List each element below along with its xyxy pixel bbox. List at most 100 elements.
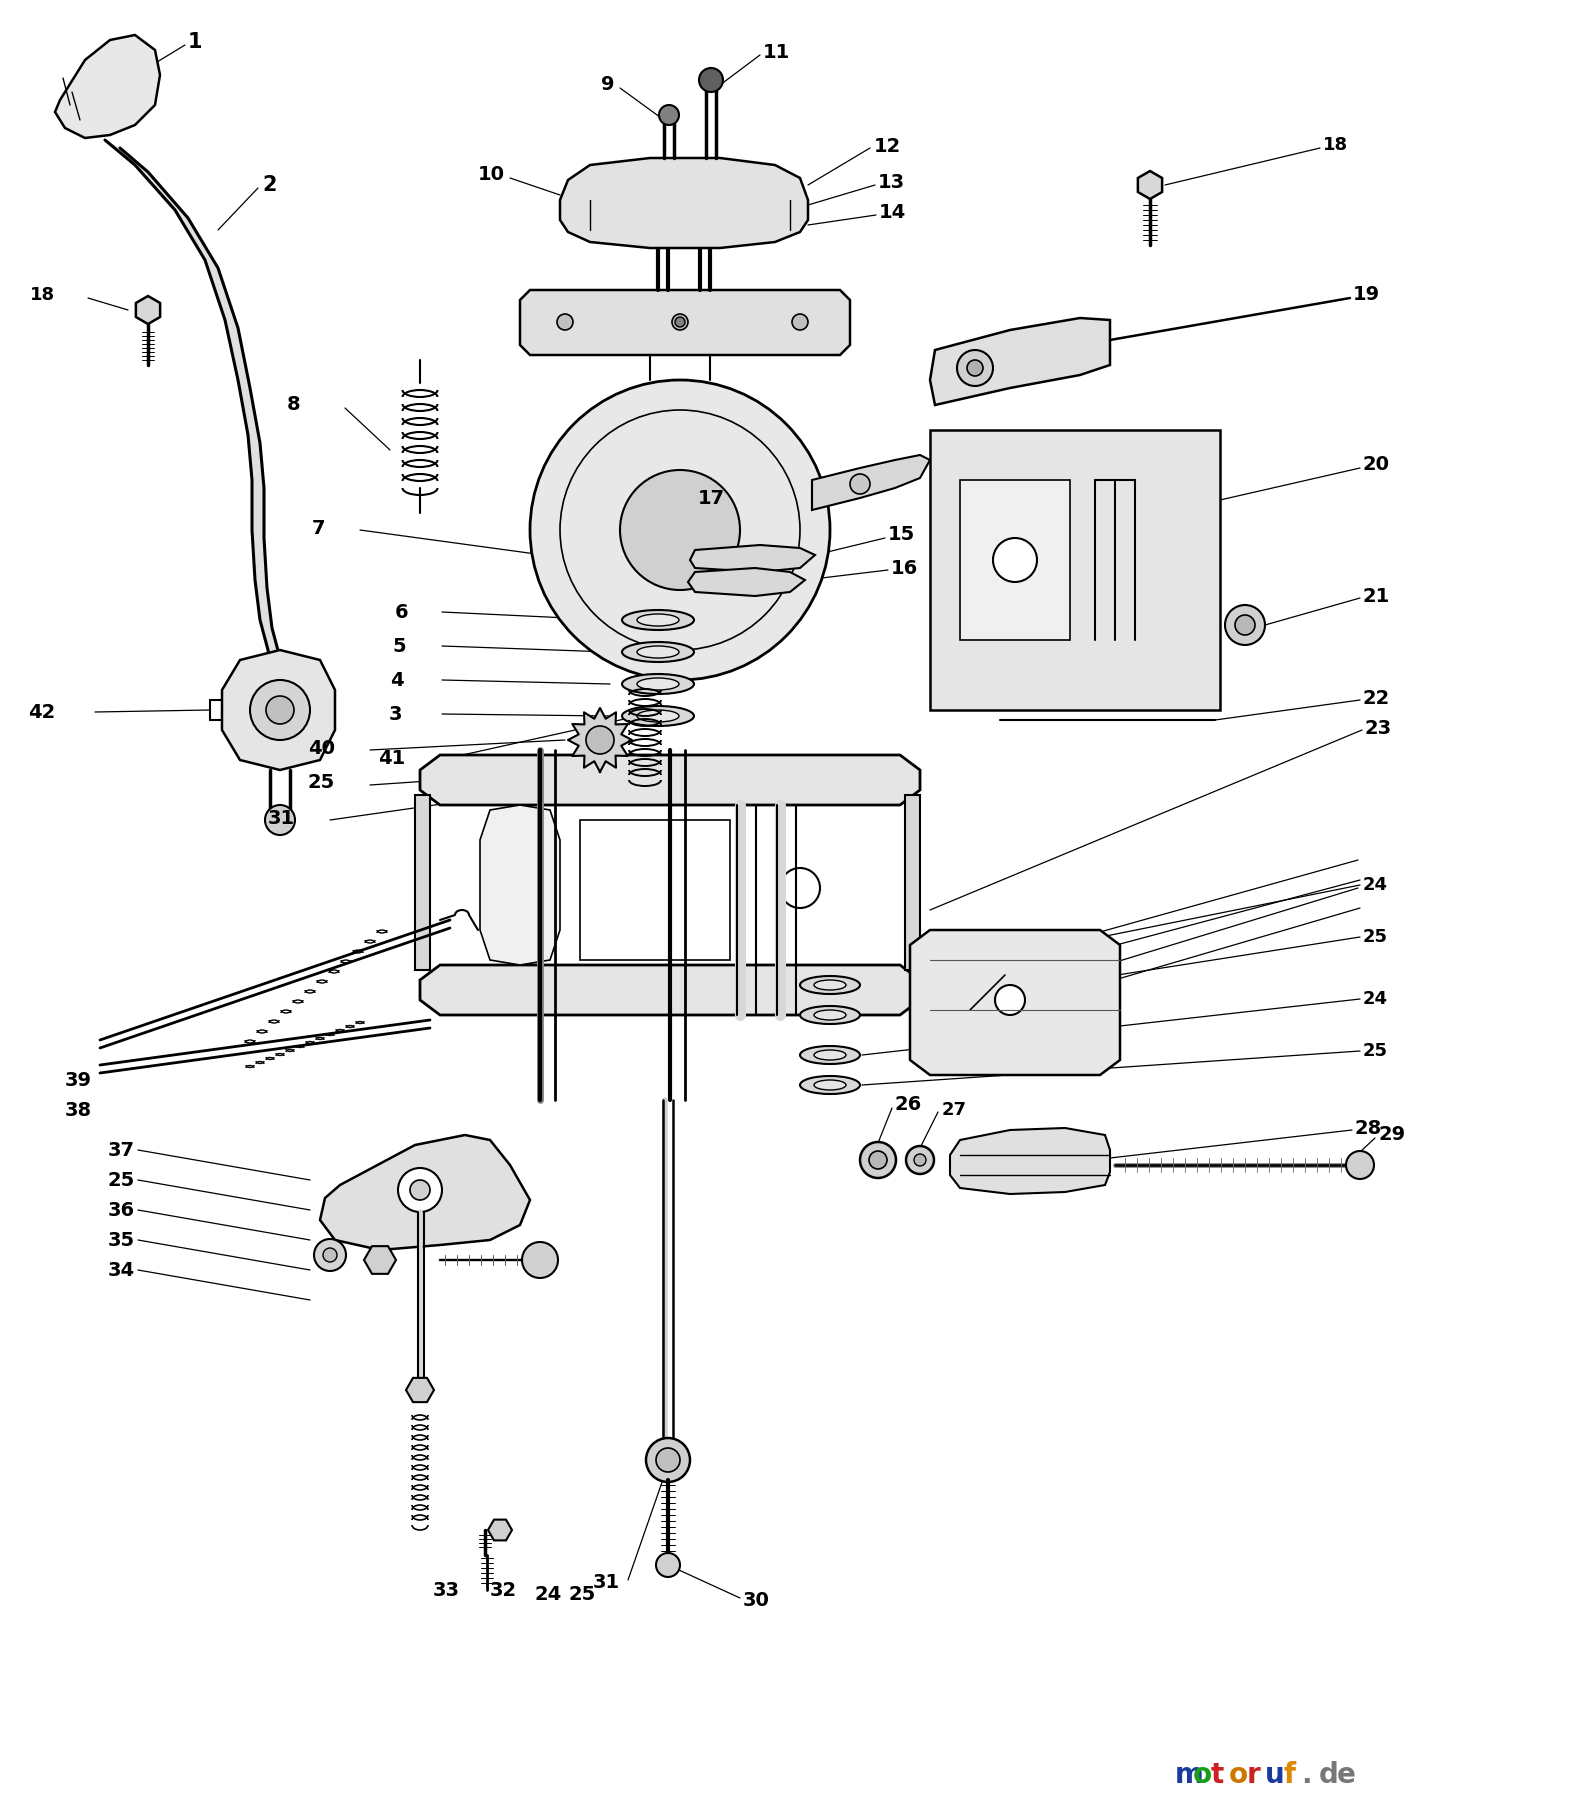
- Ellipse shape: [621, 706, 694, 725]
- Circle shape: [849, 473, 870, 493]
- Text: 1: 1: [189, 32, 203, 52]
- Circle shape: [522, 1242, 558, 1278]
- Circle shape: [322, 1247, 337, 1262]
- Text: 13: 13: [878, 173, 904, 193]
- Polygon shape: [950, 1129, 1111, 1193]
- Circle shape: [1346, 1150, 1373, 1179]
- Text: 22: 22: [1362, 688, 1391, 707]
- Text: 6: 6: [395, 603, 407, 621]
- Text: 7: 7: [311, 518, 326, 538]
- Text: 24: 24: [1362, 877, 1387, 895]
- Text: t: t: [1211, 1760, 1224, 1789]
- Text: r: r: [1247, 1760, 1260, 1789]
- Text: 25: 25: [107, 1170, 135, 1190]
- Circle shape: [587, 725, 613, 754]
- Text: 34: 34: [109, 1260, 135, 1280]
- Circle shape: [266, 697, 294, 724]
- Polygon shape: [480, 805, 560, 965]
- Text: 31: 31: [267, 808, 296, 828]
- Text: 32: 32: [491, 1580, 518, 1600]
- Circle shape: [791, 313, 809, 329]
- Text: 19: 19: [1353, 286, 1380, 304]
- Ellipse shape: [621, 610, 694, 630]
- Ellipse shape: [621, 643, 694, 662]
- Text: 20: 20: [1362, 455, 1391, 475]
- Polygon shape: [420, 754, 920, 805]
- Circle shape: [967, 360, 983, 376]
- Ellipse shape: [637, 679, 680, 689]
- Text: 16: 16: [890, 558, 919, 578]
- Polygon shape: [319, 1136, 530, 1249]
- Circle shape: [868, 1150, 887, 1168]
- Text: 10: 10: [478, 166, 505, 185]
- Text: 39: 39: [64, 1071, 91, 1089]
- Text: .: .: [1301, 1760, 1312, 1789]
- Polygon shape: [420, 965, 920, 1015]
- Circle shape: [647, 1438, 691, 1481]
- Text: 25: 25: [1362, 929, 1387, 947]
- Polygon shape: [488, 1519, 511, 1541]
- Circle shape: [398, 1168, 442, 1211]
- Polygon shape: [687, 569, 805, 596]
- Text: 24: 24: [1362, 990, 1387, 1008]
- Circle shape: [906, 1147, 934, 1174]
- Text: 11: 11: [763, 43, 790, 61]
- Text: 30: 30: [742, 1591, 769, 1609]
- Circle shape: [993, 538, 1037, 581]
- Text: 17: 17: [698, 488, 725, 508]
- Ellipse shape: [813, 979, 846, 990]
- Circle shape: [659, 104, 680, 124]
- Circle shape: [315, 1238, 346, 1271]
- Circle shape: [675, 317, 684, 328]
- Text: f: f: [1284, 1760, 1295, 1789]
- Text: 38: 38: [64, 1100, 91, 1120]
- Ellipse shape: [813, 1049, 846, 1060]
- Text: 3: 3: [389, 704, 403, 724]
- Circle shape: [996, 985, 1026, 1015]
- Ellipse shape: [637, 646, 680, 659]
- Polygon shape: [1137, 171, 1162, 200]
- Text: 35: 35: [109, 1231, 135, 1249]
- Text: 27: 27: [942, 1102, 967, 1120]
- Circle shape: [956, 349, 993, 385]
- Text: 31: 31: [593, 1573, 620, 1591]
- Circle shape: [1225, 605, 1265, 644]
- Circle shape: [860, 1141, 897, 1177]
- Text: 40: 40: [308, 738, 335, 758]
- Text: e: e: [1337, 1760, 1356, 1789]
- Ellipse shape: [801, 1006, 860, 1024]
- Circle shape: [411, 1181, 429, 1201]
- Text: 25: 25: [568, 1586, 595, 1604]
- Bar: [580, 821, 730, 959]
- Text: 29: 29: [1378, 1125, 1405, 1145]
- Text: 25: 25: [308, 772, 335, 792]
- Circle shape: [264, 805, 296, 835]
- Text: o: o: [1192, 1760, 1213, 1789]
- Text: u: u: [1265, 1760, 1285, 1789]
- Polygon shape: [406, 1377, 434, 1402]
- Polygon shape: [812, 455, 930, 509]
- Polygon shape: [930, 319, 1111, 405]
- Polygon shape: [363, 1246, 396, 1274]
- Circle shape: [250, 680, 310, 740]
- Text: 28: 28: [1354, 1118, 1383, 1138]
- Ellipse shape: [637, 614, 680, 626]
- Circle shape: [914, 1154, 926, 1166]
- Circle shape: [656, 1553, 680, 1577]
- Circle shape: [530, 380, 831, 680]
- Text: 33: 33: [433, 1580, 459, 1600]
- Bar: [930, 430, 1221, 709]
- Circle shape: [780, 868, 820, 907]
- Ellipse shape: [801, 1046, 860, 1064]
- Text: m: m: [1175, 1760, 1203, 1789]
- Text: o: o: [1229, 1760, 1247, 1789]
- Ellipse shape: [621, 673, 694, 695]
- Text: 42: 42: [28, 702, 55, 722]
- Polygon shape: [691, 545, 815, 572]
- Ellipse shape: [813, 1010, 846, 1021]
- Text: d: d: [1320, 1760, 1339, 1789]
- Text: 41: 41: [378, 749, 404, 767]
- Text: 25: 25: [1362, 1042, 1387, 1060]
- Bar: [904, 796, 920, 970]
- Circle shape: [620, 470, 739, 590]
